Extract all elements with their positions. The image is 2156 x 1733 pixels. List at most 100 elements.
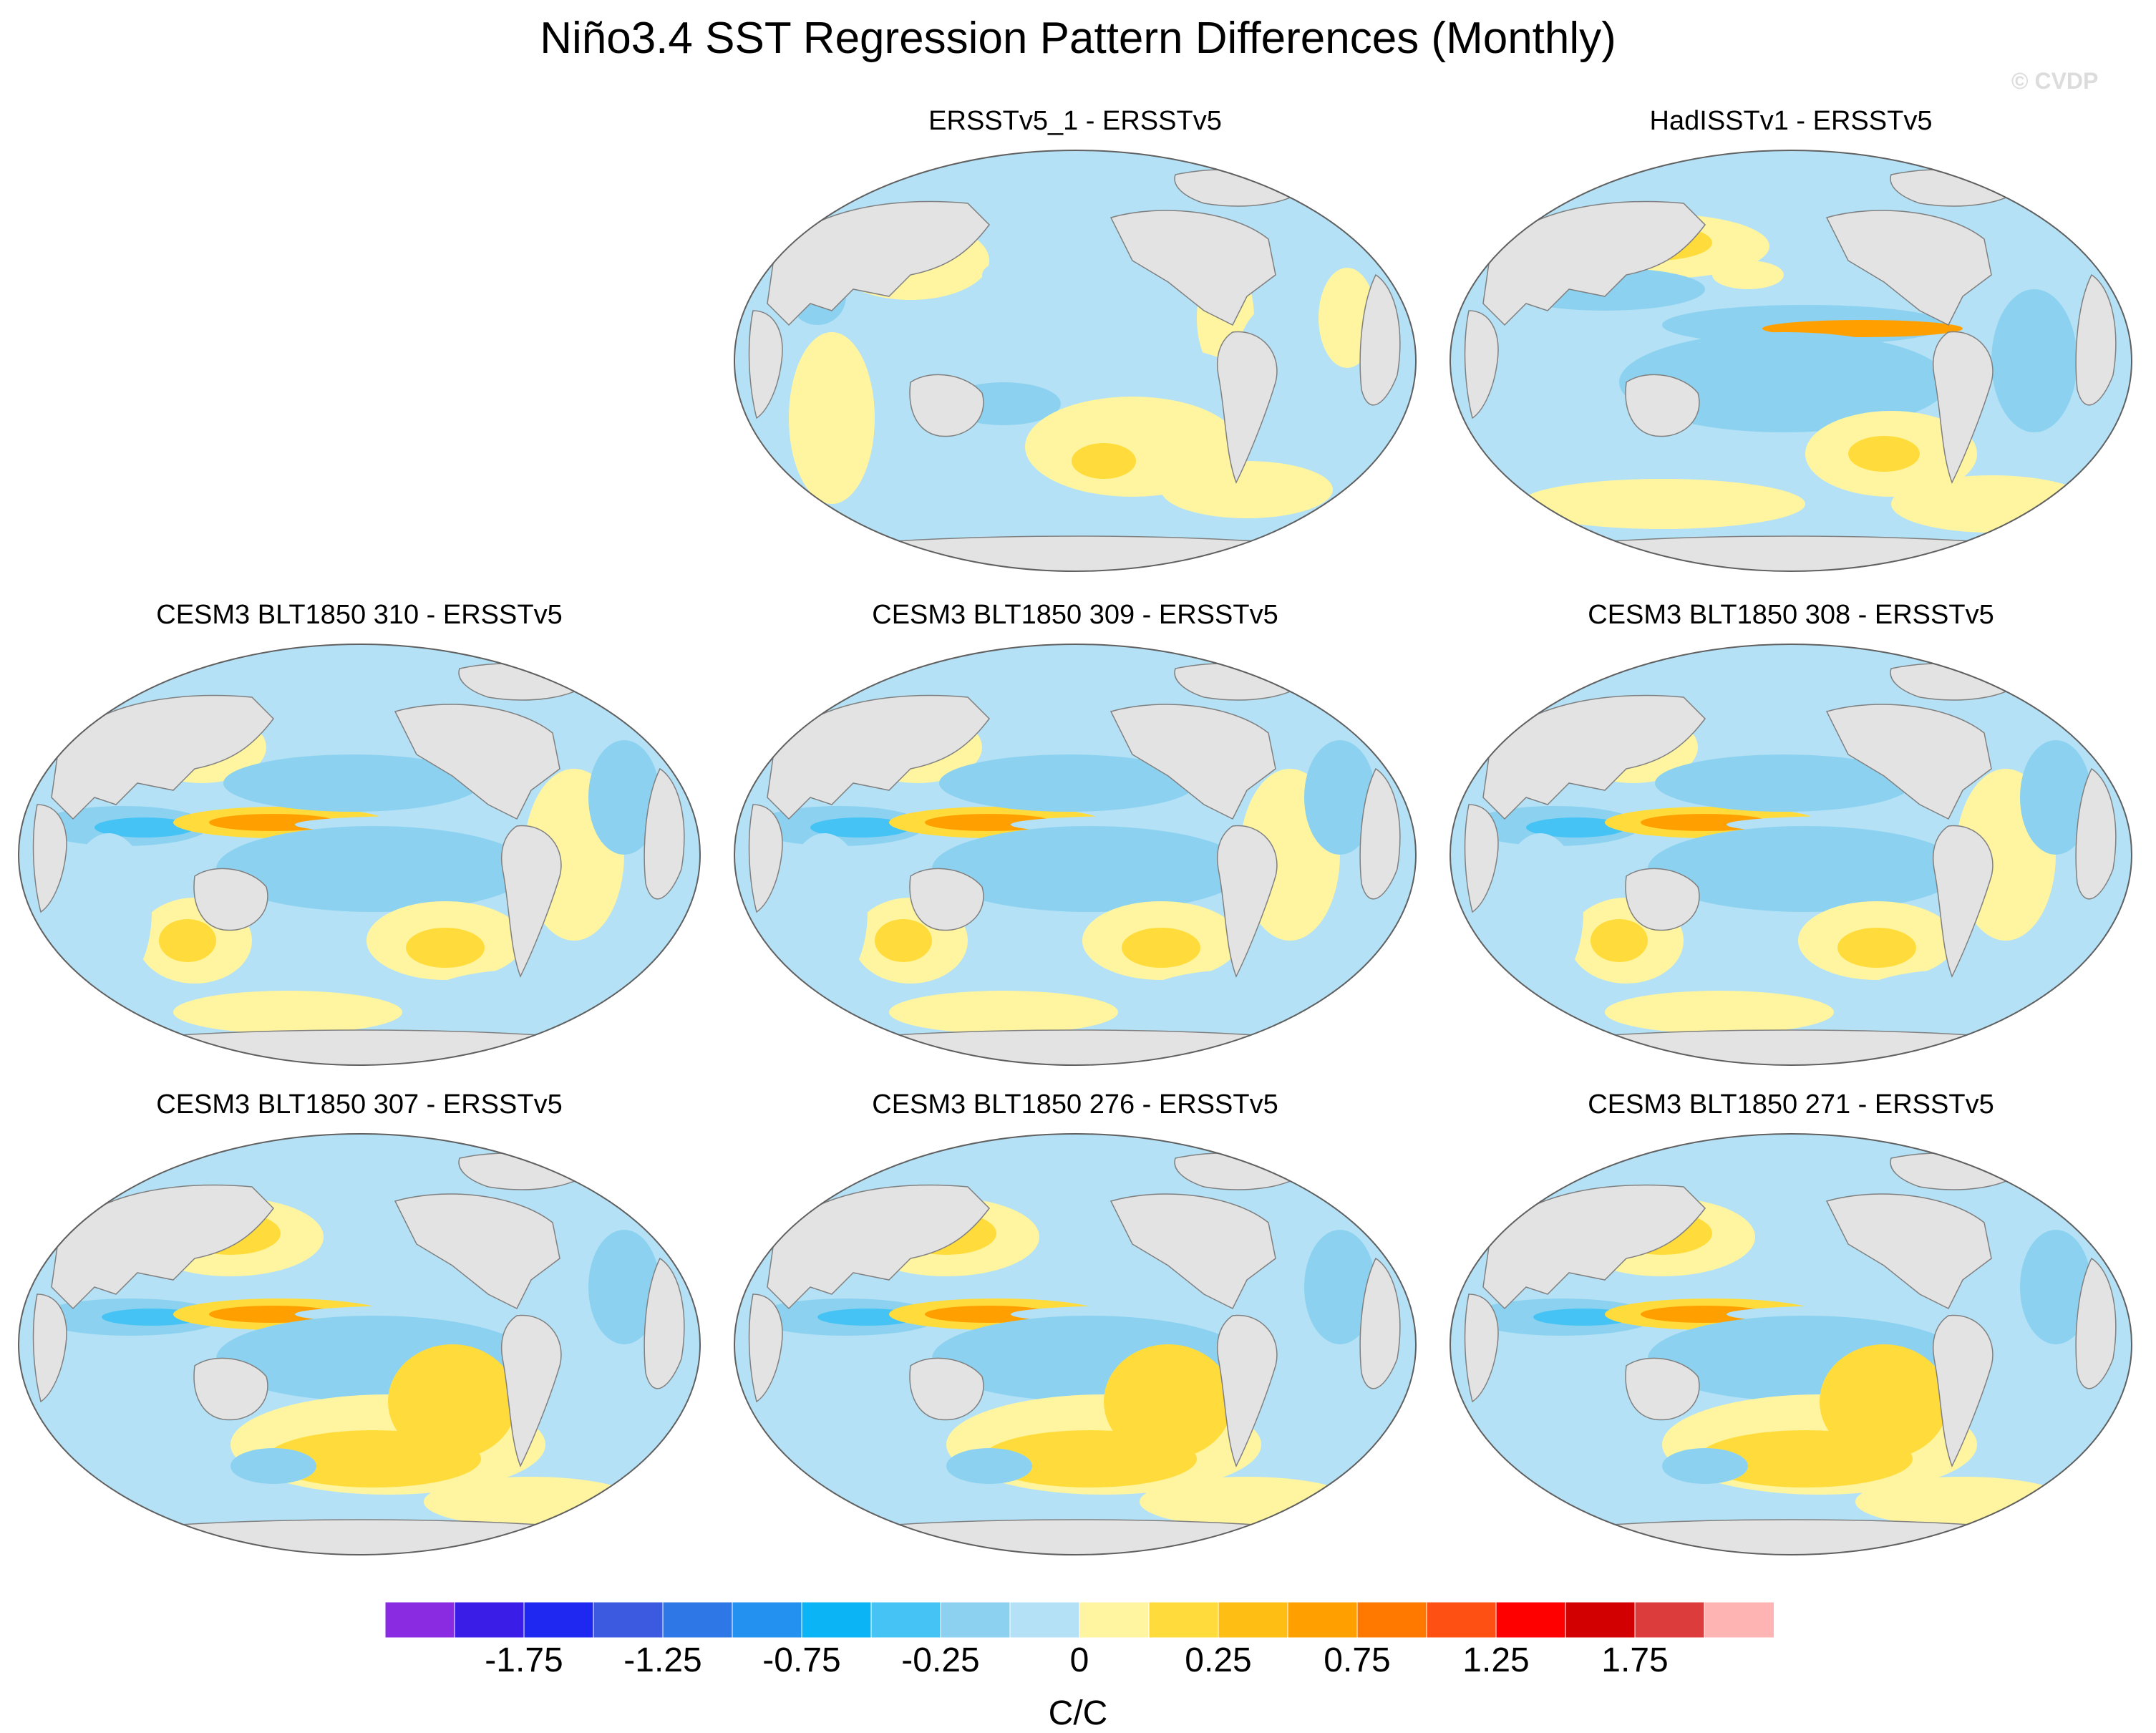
land-mass xyxy=(1547,1519,2035,1555)
land-mass xyxy=(1217,331,1278,484)
land-mass xyxy=(32,1293,67,1403)
colorbar-swatch xyxy=(1287,1602,1358,1639)
colorbar-swatch xyxy=(1426,1602,1497,1639)
land-mass xyxy=(1625,374,1700,437)
contour-patch xyxy=(424,1477,638,1527)
panel-title: CESM3 BLT1850 308 - ERSSTv5 xyxy=(1588,600,1994,630)
land-mass xyxy=(1547,535,2035,571)
colorbar-swatch xyxy=(1009,1602,1080,1639)
map-border xyxy=(734,1133,1417,1555)
map-panel-cesm3-308: CESM3 BLT1850 308 - ERSSTv5 xyxy=(1447,600,2135,1072)
contour-patch xyxy=(1304,740,1376,855)
contour-patch xyxy=(173,991,402,1034)
land-mass xyxy=(1109,704,1276,820)
map-panel-cesm3-271: CESM3 BLT1850 271 - ERSSTv5 xyxy=(1447,1089,2135,1562)
land-mass xyxy=(115,1519,603,1555)
robinson-map xyxy=(734,644,1417,1066)
contour-patch xyxy=(889,991,1118,1034)
land-mass xyxy=(831,535,1319,571)
land-mass xyxy=(831,1029,1319,1065)
colorbar xyxy=(385,1602,1774,1639)
contour-patch xyxy=(782,833,868,991)
colorbar-swatch xyxy=(385,1602,455,1639)
contour-patch xyxy=(932,826,1247,912)
land-mass xyxy=(1825,210,1992,326)
map-panel-cesm3-276: CESM3 BLT1850 276 - ERSSTv5 xyxy=(732,1089,1419,1562)
contour-patch xyxy=(1519,479,1805,529)
contour-patch xyxy=(789,332,875,504)
colorbar-swatch xyxy=(1356,1602,1427,1639)
land-mass xyxy=(748,310,783,419)
colorbar-tick-label: -0.25 xyxy=(901,1641,980,1679)
colorbar-swatch xyxy=(1148,1602,1219,1639)
contour-patch xyxy=(1641,1306,1769,1323)
colorbar-tick-label: -0.75 xyxy=(762,1641,841,1679)
contour-patch xyxy=(1848,436,1920,472)
map-border xyxy=(1450,150,2132,572)
robinson-map xyxy=(18,644,701,1066)
contour-patch xyxy=(1104,1344,1233,1459)
panel-title: CESM3 BLT1850 276 - ERSSTv5 xyxy=(872,1089,1278,1120)
contour-patch xyxy=(1526,817,1626,838)
contour-patch xyxy=(982,250,1168,300)
colorbar-swatch xyxy=(593,1602,664,1639)
contour-patch xyxy=(1662,1448,1748,1484)
land-mass xyxy=(1547,1029,2035,1065)
land-mass xyxy=(1933,825,1994,978)
land-mass xyxy=(1359,767,1401,900)
colorbar-swatch xyxy=(870,1602,941,1639)
land-mass xyxy=(2075,273,2117,406)
land-mass xyxy=(1933,331,1994,484)
colorbar-swatch xyxy=(1495,1602,1566,1639)
land-mass xyxy=(1464,804,1499,913)
contour-patch xyxy=(1855,969,2070,1026)
contour-patch xyxy=(946,1448,1032,1484)
map-border xyxy=(18,1133,701,1555)
contour-patch xyxy=(1072,443,1136,479)
sst-contours xyxy=(1464,663,2117,1065)
land-mass xyxy=(1464,310,1499,419)
contour-patch xyxy=(159,919,216,962)
robinson-map xyxy=(734,1133,1417,1555)
contour-patch xyxy=(875,919,932,962)
land-mass xyxy=(1109,1193,1276,1310)
land-mass xyxy=(394,704,560,820)
colorbar-tick-label: 0 xyxy=(1069,1641,1089,1679)
contour-patch xyxy=(1591,919,1648,962)
colorbar-swatch xyxy=(523,1602,594,1639)
contour-patch xyxy=(810,817,911,838)
colorbar-swatch xyxy=(1218,1602,1288,1639)
contour-patch xyxy=(1762,320,1963,337)
units-label: C/C xyxy=(1048,1694,1108,1732)
contour-patch xyxy=(803,497,1089,540)
contour-patch xyxy=(1891,475,2092,533)
robinson-map xyxy=(1450,644,2132,1066)
contour-patch xyxy=(588,740,660,855)
land-mass xyxy=(1217,1314,1278,1467)
contour-patch xyxy=(1512,339,1612,497)
land-mass xyxy=(1217,825,1278,978)
sst-contours xyxy=(748,169,1401,571)
land-mass xyxy=(193,1357,268,1421)
cvdp-watermark: © CVDP xyxy=(2011,68,2099,94)
colorbar-tick-label: -1.75 xyxy=(485,1641,563,1679)
contour-patch xyxy=(1648,826,1963,912)
contour-patch xyxy=(925,1306,1054,1323)
contour-patch xyxy=(1991,289,2077,432)
map-border xyxy=(1450,644,2132,1066)
land-mass xyxy=(909,1357,984,1421)
contour-patch xyxy=(1712,261,1784,289)
land-mass xyxy=(394,1193,560,1310)
land-mass xyxy=(193,868,268,931)
contour-patch xyxy=(1140,969,1354,1026)
land-mass xyxy=(644,1257,685,1389)
panel-title: ERSSTv5_1 - ERSSTv5 xyxy=(928,106,1222,136)
contour-patch xyxy=(230,1448,316,1484)
colorbar-tick-label: 1.25 xyxy=(1462,1641,1530,1679)
contour-patch xyxy=(1483,1344,1583,1487)
robinson-map xyxy=(1450,150,2132,572)
contour-patch xyxy=(2020,1230,2092,1344)
land-mass xyxy=(831,1519,1319,1555)
land-mass xyxy=(1625,1357,1700,1421)
colorbar-swatch xyxy=(1079,1602,1150,1639)
